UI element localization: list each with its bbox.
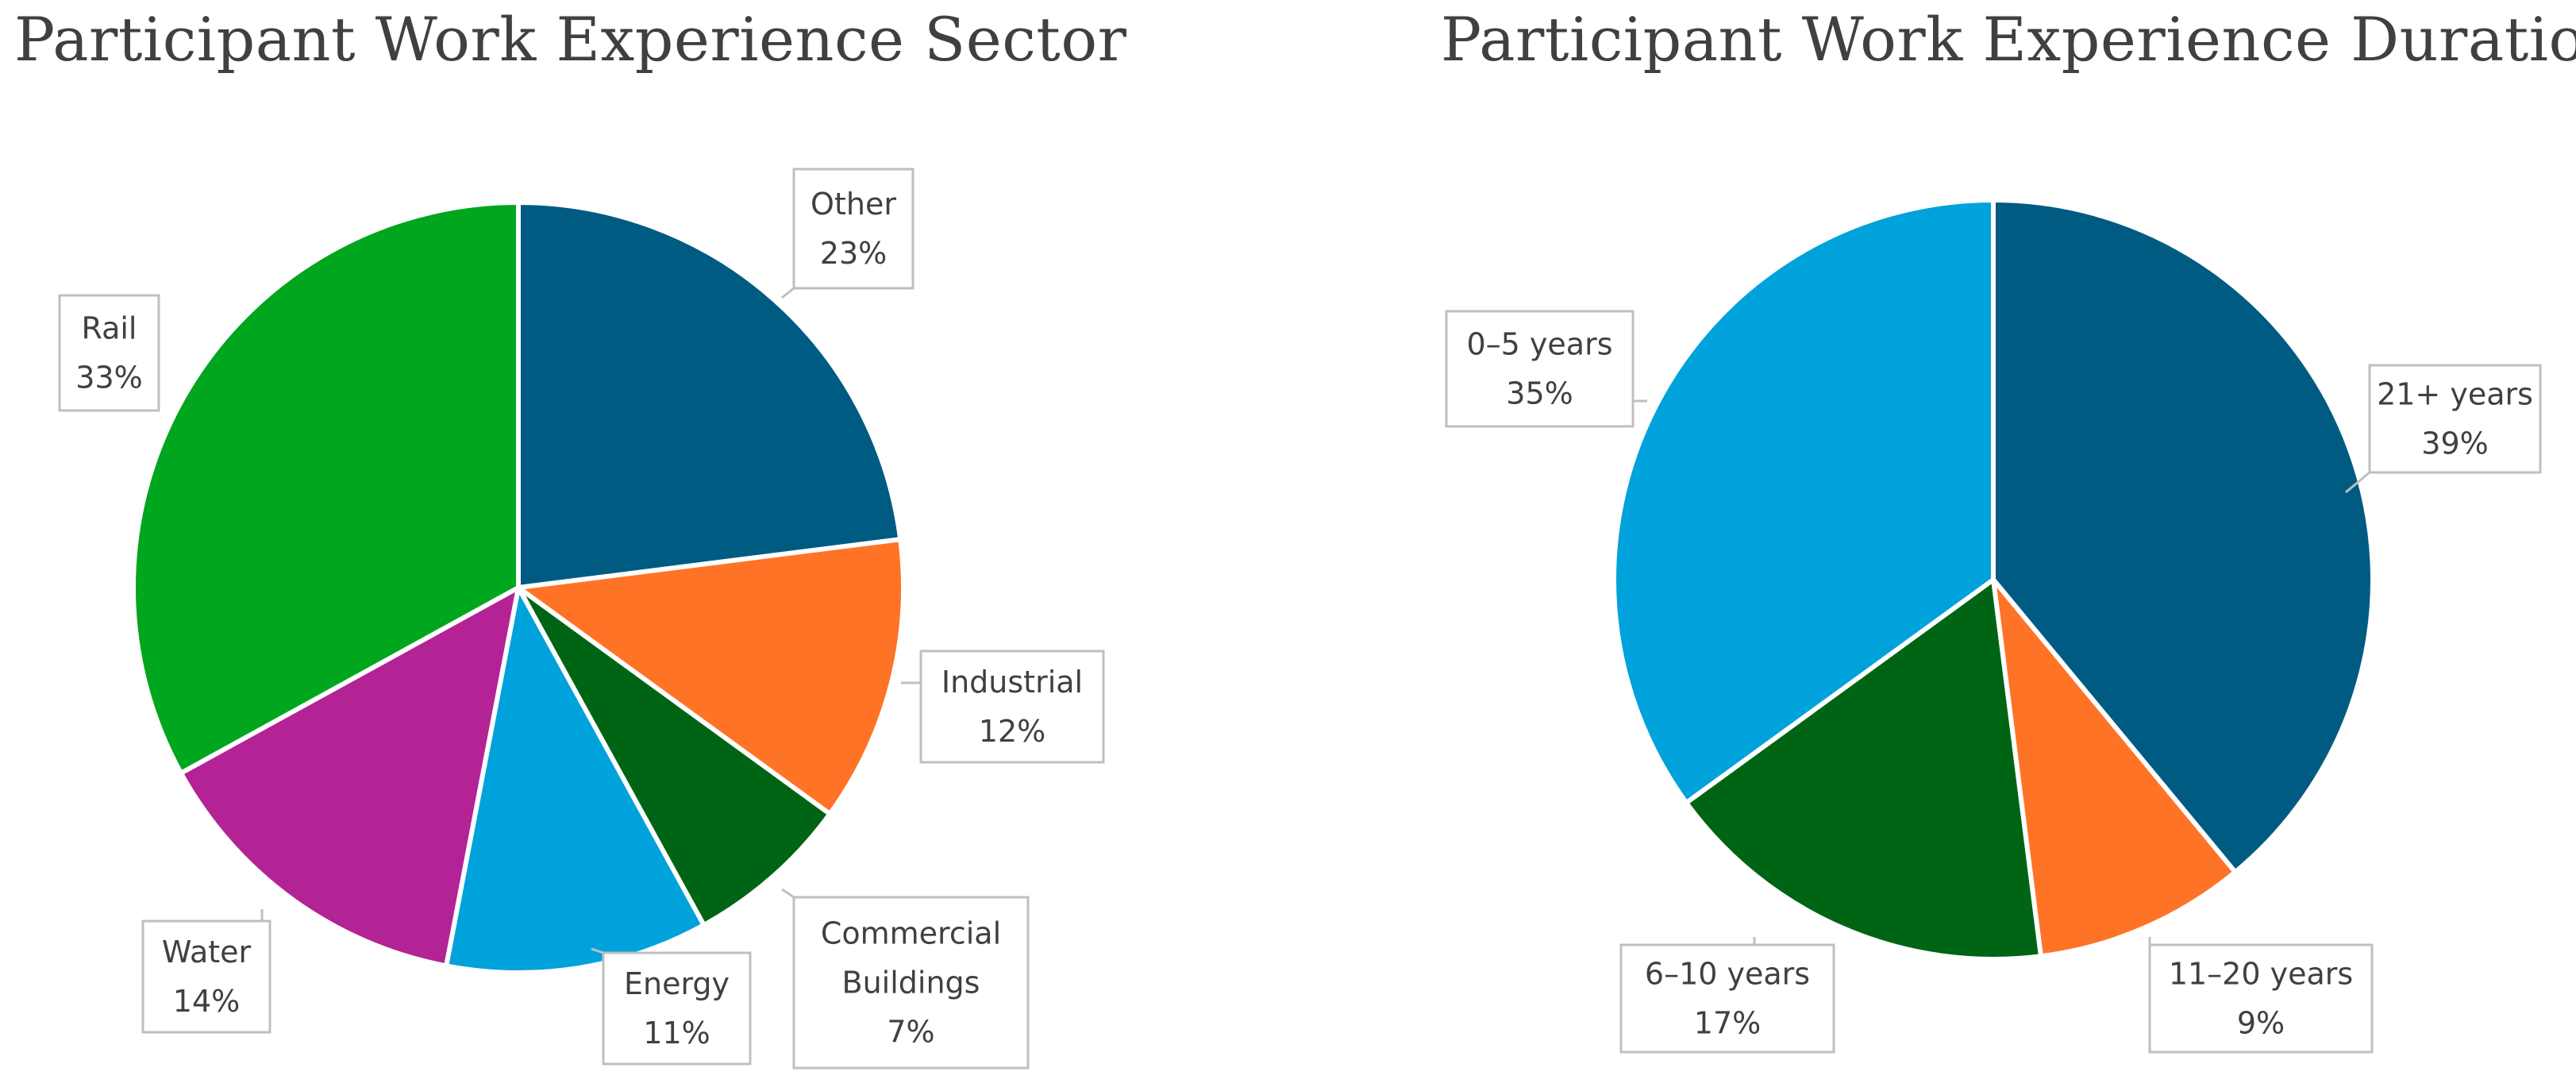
callout-box xyxy=(2368,364,2542,474)
callout-industrial: Industrial 12% xyxy=(901,650,1105,764)
callout-21-years: 21+ years 39% xyxy=(2345,364,2542,494)
callout-box xyxy=(1445,310,1635,428)
callout-commercial-buildings: Commercial Buildings 7% xyxy=(781,888,1030,1070)
pie-slice-6-10-years xyxy=(1684,577,2043,962)
sector-pie-chart: Participant Work Experience Sector Other… xyxy=(14,4,1127,1070)
data-label-category: Commercial xyxy=(821,916,1001,951)
callout-leader xyxy=(781,287,795,299)
pie-slice-energy xyxy=(444,585,707,975)
pie-slice-industrial xyxy=(516,537,906,817)
data-label-category: 6–10 years xyxy=(1645,957,1810,992)
pie-slice-0-5-years xyxy=(1611,198,1996,805)
data-label-category: Water xyxy=(162,935,252,970)
callout-box xyxy=(1619,943,1835,1054)
callout-water: Water 14% xyxy=(141,909,271,1034)
sector-callouts: Other 23% Industrial 12% Commercial Buildings… xyxy=(58,168,1105,1070)
callout-box xyxy=(2148,943,2374,1054)
pie-slice-rail xyxy=(131,200,521,776)
data-label-value: 14% xyxy=(173,984,240,1019)
callout-box xyxy=(792,168,914,290)
pie-slice-water xyxy=(178,585,521,969)
pie-slice-21-years xyxy=(1991,198,2375,875)
data-label-value: 33% xyxy=(75,360,142,395)
callout-box xyxy=(919,650,1105,764)
data-label-value: 23% xyxy=(820,236,887,271)
duration-slices xyxy=(1611,198,2375,962)
callout-box xyxy=(58,294,160,412)
callout-box xyxy=(602,951,752,1066)
data-label-category: Other xyxy=(811,187,896,222)
data-label-category: Industrial xyxy=(941,665,1083,700)
callout-0-5-years: 0–5 years 35% xyxy=(1445,310,1647,428)
callout-leader xyxy=(591,947,604,954)
data-label-value: 11% xyxy=(643,1016,710,1051)
data-label-value: 17% xyxy=(1694,1006,1761,1041)
callout-11-20-years: 11–20 years 9% xyxy=(2148,937,2374,1054)
callout-box xyxy=(792,896,1030,1070)
data-label-value: 35% xyxy=(1506,376,1573,411)
callout-leader xyxy=(781,888,795,899)
callout-other: Other 23% xyxy=(781,168,914,299)
pie-slice-other xyxy=(516,200,903,590)
callout-energy: Energy 11% xyxy=(591,947,752,1066)
callout-box xyxy=(141,919,271,1034)
duration-callouts: 21+ years 39% 11–20 years 9% 6–10 years 17% 0–… xyxy=(1445,310,2542,1054)
data-label-category: Rail xyxy=(82,311,137,346)
sector-slices xyxy=(131,200,906,975)
data-label-category: Buildings xyxy=(842,966,980,1000)
pie-slice-11-20-years xyxy=(1991,577,2238,959)
data-label-value: 39% xyxy=(2421,426,2488,461)
data-label-category: 0–5 years xyxy=(1466,327,1612,362)
pie-slice-commercial-buildings xyxy=(516,585,833,928)
data-label-value: 7% xyxy=(887,1015,934,1050)
data-label-value: 9% xyxy=(2237,1006,2285,1041)
callout-rail: Rail 33% xyxy=(58,294,160,412)
data-label-category: Energy xyxy=(624,966,730,1001)
data-label-value: 12% xyxy=(979,714,1045,749)
callout-6-10-years: 6–10 years 17% xyxy=(1619,937,1835,1054)
callout-leader xyxy=(2345,471,2370,494)
data-label-category: 21+ years xyxy=(2377,377,2533,412)
data-label-category: 11–20 years xyxy=(2169,957,2353,992)
duration-chart-title: Participant Work Experience Duration xyxy=(1441,4,2576,75)
duration-pie-chart: Participant Work Experience Duration 21+… xyxy=(1441,4,2576,1054)
sector-chart-title: Participant Work Experience Sector xyxy=(14,4,1127,75)
